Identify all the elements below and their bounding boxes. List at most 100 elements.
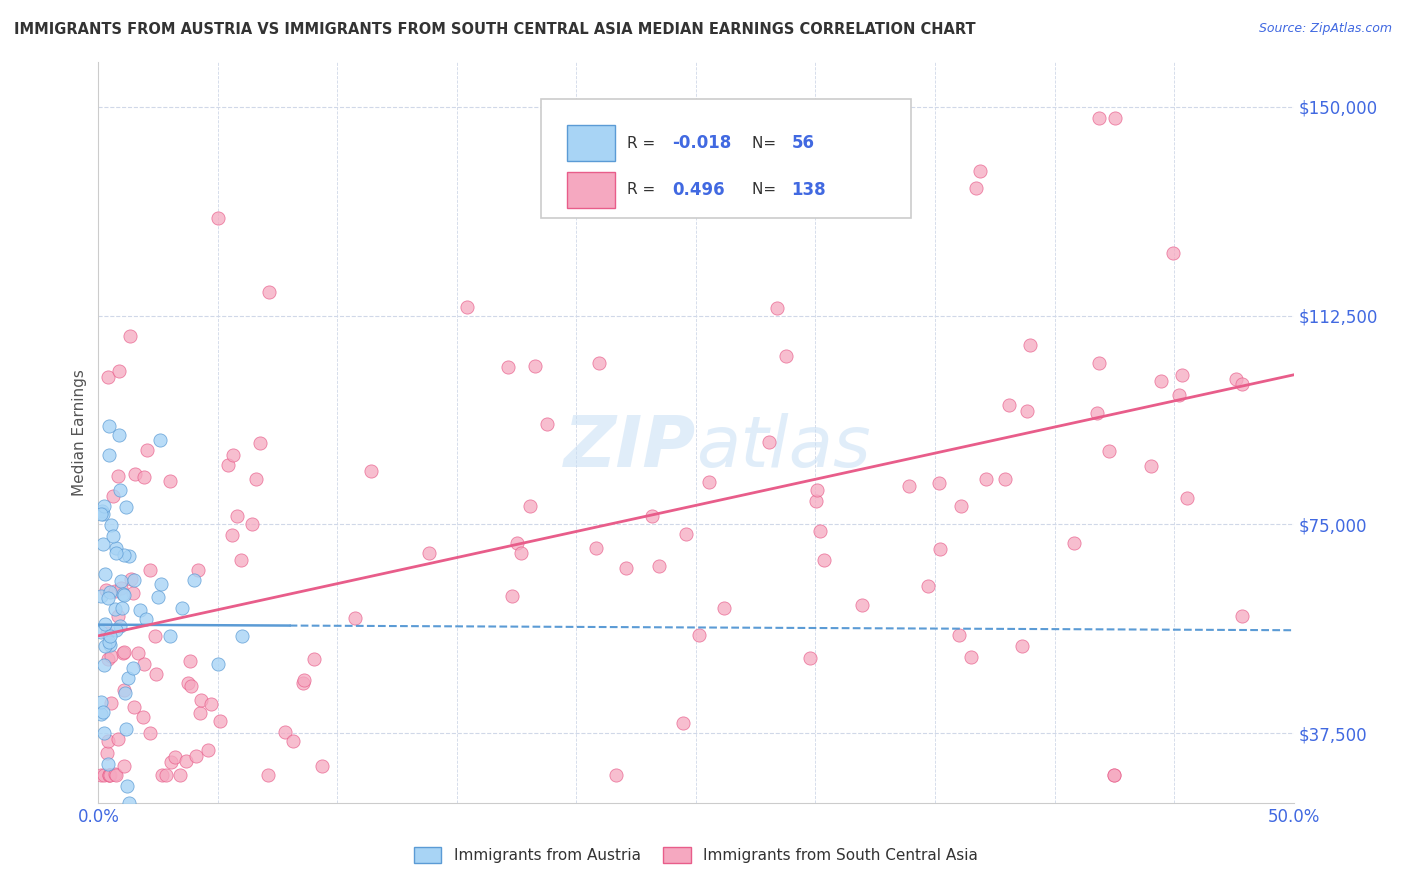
Point — [149, 576, 172, 591]
Legend: Immigrants from Austria, Immigrants from South Central Asia: Immigrants from Austria, Immigrants from… — [408, 841, 984, 869]
Point — [960, 649, 983, 664]
Point — [948, 628, 970, 642]
Point — [107, 469, 129, 483]
Point — [98, 418, 121, 433]
Point — [97, 768, 120, 782]
Point — [90, 695, 112, 709]
Point — [688, 628, 710, 642]
Point — [709, 128, 731, 142]
Point — [145, 667, 167, 681]
Point — [94, 639, 117, 653]
Point — [292, 676, 315, 690]
Point — [127, 646, 149, 660]
Point — [122, 700, 145, 714]
Point — [190, 693, 212, 707]
Point — [208, 714, 231, 728]
Point — [207, 657, 229, 671]
Point — [648, 559, 671, 574]
Point — [1098, 444, 1121, 458]
Point — [179, 654, 201, 668]
Point — [96, 370, 118, 384]
Point — [240, 517, 263, 532]
Point — [187, 563, 209, 577]
Point — [1150, 374, 1173, 388]
Point — [118, 796, 141, 810]
Text: 0.496: 0.496 — [672, 181, 724, 199]
Point — [229, 553, 252, 567]
Point — [100, 517, 122, 532]
Point — [249, 435, 271, 450]
Y-axis label: Median Earnings: Median Earnings — [72, 369, 87, 496]
Point — [97, 635, 120, 649]
Point — [524, 359, 547, 373]
Text: -0.018: -0.018 — [672, 134, 731, 153]
Point — [100, 697, 122, 711]
Point — [501, 590, 523, 604]
Text: ZIP: ZIP — [564, 413, 696, 482]
Point — [98, 768, 121, 782]
Point — [132, 470, 155, 484]
Point — [98, 638, 121, 652]
Point — [200, 697, 222, 711]
Point — [536, 417, 558, 431]
Point — [186, 748, 208, 763]
FancyBboxPatch shape — [541, 99, 911, 218]
Point — [103, 529, 125, 543]
Point — [496, 360, 519, 375]
Point — [917, 580, 939, 594]
Point — [766, 301, 789, 315]
Point — [257, 768, 280, 782]
Point — [169, 768, 191, 782]
Point — [110, 581, 132, 595]
Point — [94, 616, 117, 631]
Text: 138: 138 — [792, 181, 827, 199]
Point — [91, 537, 114, 551]
Point — [149, 433, 172, 447]
Point — [120, 572, 142, 586]
Text: Source: ZipAtlas.com: Source: ZipAtlas.com — [1258, 22, 1392, 36]
Point — [108, 483, 131, 497]
Point — [997, 398, 1019, 412]
Point — [143, 629, 166, 643]
Point — [1171, 368, 1194, 383]
Point — [808, 524, 831, 538]
Point — [115, 722, 138, 736]
Point — [1102, 768, 1125, 782]
Point — [806, 483, 828, 498]
Point — [614, 560, 637, 574]
Point — [969, 163, 991, 178]
Point — [96, 652, 118, 666]
Point — [172, 601, 194, 615]
Point — [97, 768, 120, 782]
Point — [1088, 356, 1111, 370]
Point — [112, 759, 135, 773]
Point — [222, 448, 245, 462]
Text: R =: R = — [627, 136, 659, 151]
Point — [100, 649, 122, 664]
Point — [177, 676, 200, 690]
Point — [1168, 388, 1191, 402]
Point — [585, 541, 607, 556]
Point — [105, 541, 128, 555]
Point — [101, 489, 124, 503]
Point — [112, 645, 135, 659]
Point — [90, 590, 112, 604]
Point — [104, 767, 127, 781]
Text: atlas: atlas — [696, 413, 870, 482]
Point — [98, 629, 122, 643]
Point — [155, 768, 177, 782]
Point — [96, 746, 118, 760]
Point — [813, 553, 835, 567]
Point — [159, 475, 181, 489]
Point — [713, 600, 735, 615]
Point — [799, 650, 821, 665]
Point — [1104, 111, 1126, 125]
Point — [114, 500, 136, 514]
Point — [588, 356, 610, 370]
Point — [112, 587, 135, 601]
Point — [259, 285, 281, 299]
Point — [929, 542, 952, 557]
Text: IMMIGRANTS FROM AUSTRIA VS IMMIGRANTS FROM SOUTH CENTRAL ASIA MEDIAN EARNINGS CO: IMMIGRANTS FROM AUSTRIA VS IMMIGRANTS FR… — [14, 22, 976, 37]
Point — [93, 658, 115, 673]
Text: 56: 56 — [792, 134, 814, 153]
